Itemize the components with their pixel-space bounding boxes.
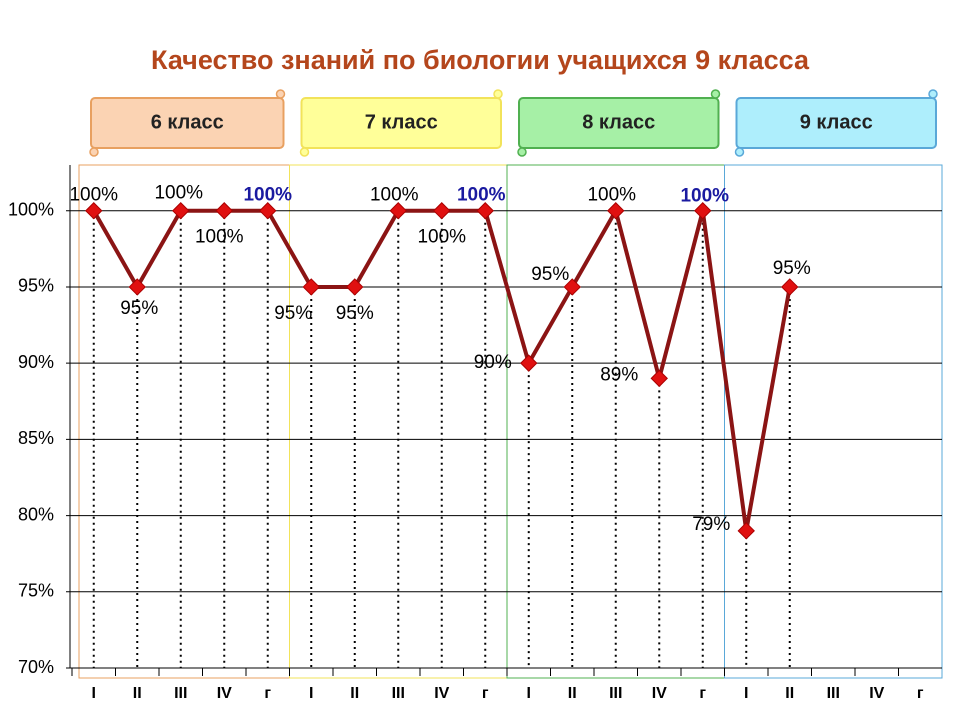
x-tick-label: г (917, 685, 924, 702)
y-tick-label: 80% (18, 504, 54, 524)
banner-curl (275, 89, 286, 99)
data-point (172, 202, 190, 220)
group-banner (300, 97, 502, 149)
y-tick-label: 90% (18, 352, 54, 372)
data-point (302, 278, 320, 296)
data-point (476, 202, 494, 220)
data-label: 95% (274, 303, 312, 324)
data-label: 100% (457, 185, 506, 206)
y-tick-label: 75% (18, 581, 54, 601)
chart-title: Качество знаний по биологии учащихся 9 к… (151, 45, 810, 75)
x-tick-label: IV (217, 685, 232, 702)
x-tick-label: II (785, 685, 794, 702)
data-point (607, 202, 625, 220)
data-point (389, 202, 407, 220)
x-tick-label: г (264, 685, 271, 702)
x-tick-label: III (392, 685, 405, 702)
y-tick-label: 95% (18, 276, 54, 296)
data-label: 100% (370, 185, 419, 206)
x-tick-label: I (744, 685, 748, 702)
x-tick-label: I (527, 685, 531, 702)
data-point (433, 202, 451, 220)
data-point (259, 202, 277, 220)
data-point (737, 522, 755, 540)
group-banner (90, 97, 285, 149)
x-tick-label: II (133, 685, 142, 702)
group-label: 6 класс (151, 111, 224, 133)
data-label: 89% (600, 364, 638, 385)
data-point (694, 202, 712, 220)
data-label: 100% (680, 186, 729, 207)
x-tick-label: г (482, 685, 489, 702)
banner-curl (710, 89, 721, 99)
data-label: 90% (474, 352, 512, 373)
x-tick-label: I (92, 685, 96, 702)
data-point (85, 202, 103, 220)
data-point (346, 278, 364, 296)
banner-curl (928, 89, 938, 99)
data-label: 95% (773, 258, 811, 279)
group-label: 7 класс (365, 111, 438, 133)
group-box (724, 164, 943, 679)
data-point (128, 278, 146, 296)
group-label: 9 класс (800, 111, 873, 133)
x-tick-label: IV (434, 685, 449, 702)
x-tick-label: III (174, 685, 187, 702)
x-tick-label: III (609, 685, 622, 702)
y-tick-label: 70% (18, 657, 54, 677)
data-label: 100% (154, 183, 203, 204)
data-label: 100% (587, 185, 636, 206)
banner-curl (517, 147, 527, 157)
x-tick-label: г (699, 685, 706, 702)
data-label: 100% (243, 185, 292, 206)
data-label: 95% (336, 303, 374, 324)
data-label: 95% (120, 298, 158, 319)
data-point (781, 278, 799, 296)
data-point (215, 202, 233, 220)
x-tick-label: II (568, 685, 577, 702)
x-tick-label: I (309, 685, 313, 702)
x-tick-label: II (350, 685, 359, 702)
group-label: 8 класс (582, 111, 655, 133)
group-banner (735, 97, 937, 149)
group-banner (518, 97, 720, 149)
x-tick-label: IV (652, 685, 667, 702)
x-tick-label: IV (869, 685, 884, 702)
banner-curl (299, 147, 310, 157)
y-tick-label: 100% (8, 199, 54, 219)
data-point (650, 369, 668, 388)
x-tick-label: III (827, 685, 840, 702)
data-label: 100% (69, 185, 118, 206)
data-label: 100% (195, 227, 244, 248)
data-label: 95% (531, 264, 569, 285)
banner-curl (734, 147, 745, 157)
banner-curl (493, 89, 503, 99)
data-label: 79% (692, 514, 730, 535)
data-point (520, 354, 538, 372)
banner-curl (89, 147, 99, 157)
data-point (563, 278, 581, 296)
data-label: 100% (417, 227, 466, 248)
y-tick-label: 85% (18, 428, 54, 448)
